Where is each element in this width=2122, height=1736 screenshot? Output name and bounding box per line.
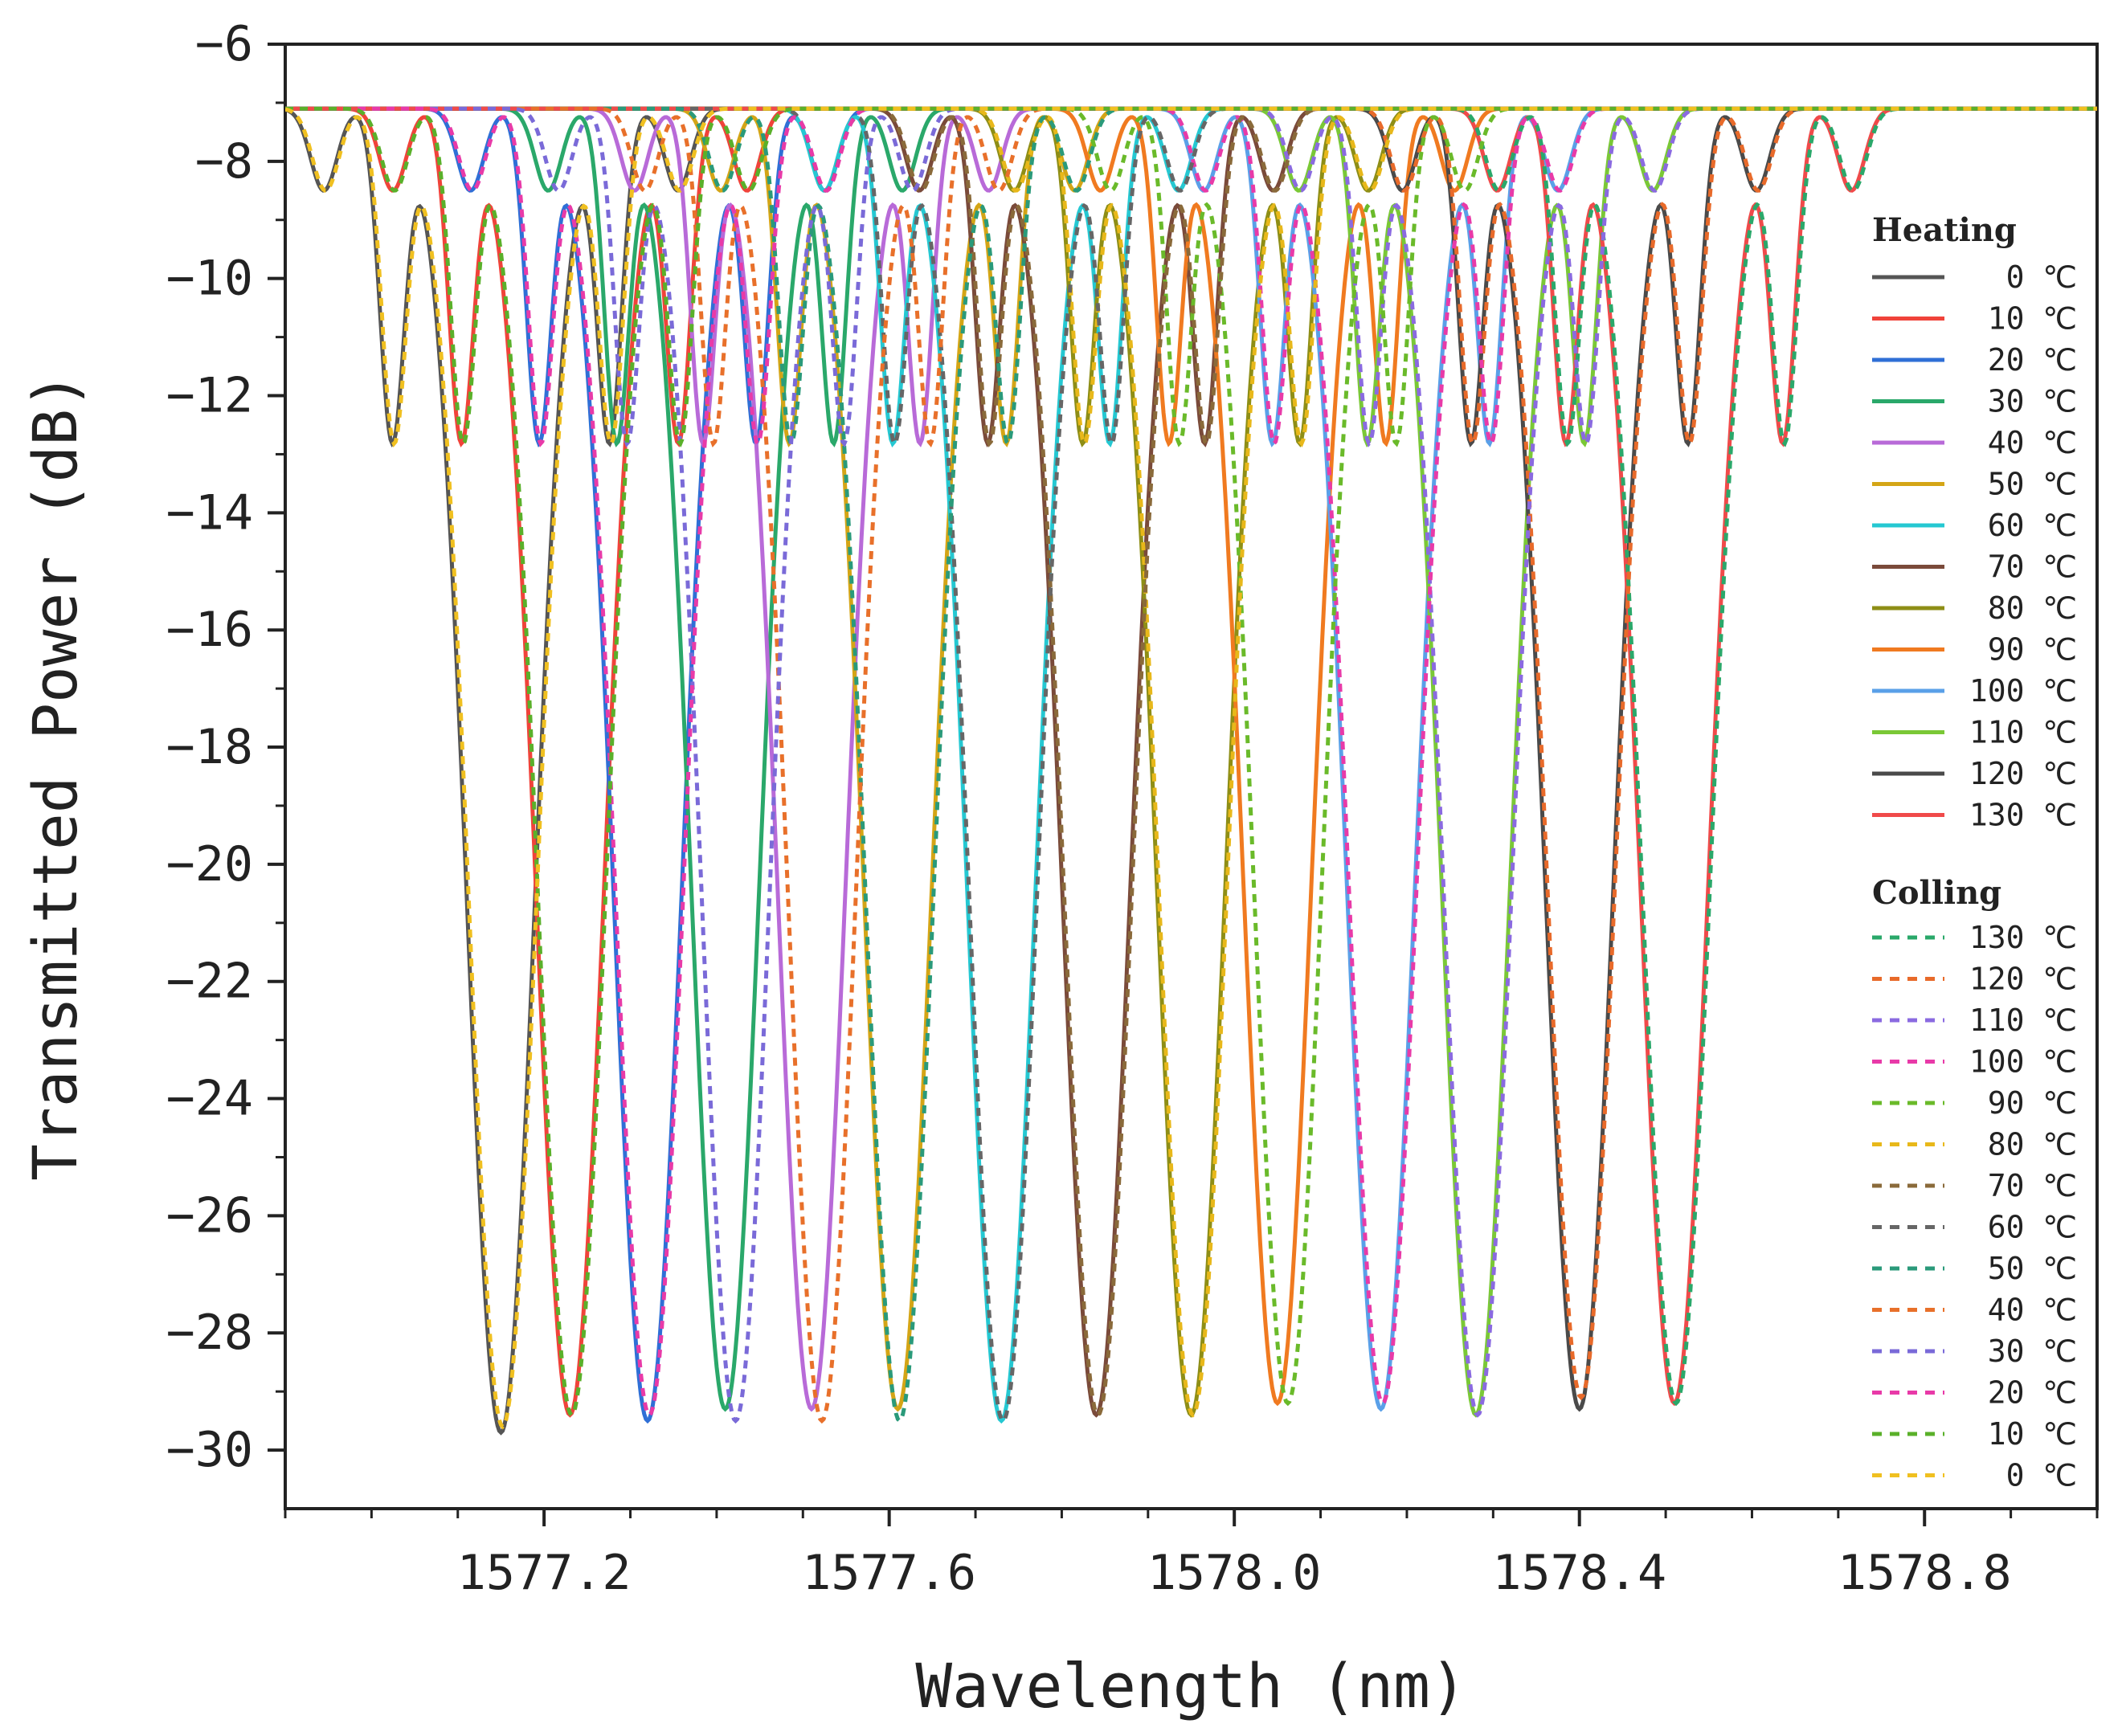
y-tick-label: −12 [166,368,253,424]
cooling-legend-label: 130 ℃ [1969,920,2077,955]
heating-legend-label: 20 ℃ [1988,342,2077,378]
cooling-series-line [285,106,2097,1418]
y-tick-label: −16 [166,602,253,658]
y-tick-label: −8 [195,133,253,190]
cooling-legend-label: 110 ℃ [1969,1003,2077,1038]
x-tick-label: 1578.8 [1838,1545,2012,1601]
heating-legend-label: 120 ℃ [1969,756,2077,791]
y-tick-label: −10 [166,251,253,307]
cooling-legend-label: 60 ℃ [1988,1210,2077,1245]
cooling-legend-label: 10 ℃ [1988,1416,2077,1452]
heating-legend-label: 130 ℃ [1969,798,2077,833]
y-tick-label: −18 [166,719,253,775]
heating-legend-label: 0 ℃ [2006,259,2077,295]
x-tick-label: 1578.4 [1492,1545,1666,1601]
legend: Heating Colling 0 ℃ 10 ℃ 20 ℃ 30 ℃ 40 ℃ 50 ℃ 6… [1872,211,2077,1493]
y-tick-label: −6 [195,16,253,72]
heating-legend-label: 30 ℃ [1988,384,2077,419]
cooling-legend-label: 50 ℃ [1988,1251,2077,1286]
legend-heating-title: Heating [1872,211,2017,249]
heating-legend-label: 90 ℃ [1988,632,2077,668]
heating-legend-label: 100 ℃ [1969,673,2077,709]
y-tick-label: −30 [166,1422,253,1478]
cooling-series-line [285,106,2097,1407]
y-tick-label: −24 [166,1071,253,1127]
cooling-series-line [285,106,2097,1424]
cooling-legend-label: 40 ℃ [1988,1293,2077,1328]
y-tick-label: −14 [166,484,253,541]
cooling-series-line [285,106,2097,1407]
x-tick-label: 1577.2 [457,1545,632,1601]
heating-legend-label: 40 ℃ [1988,425,2077,460]
heating-legend-label: 80 ℃ [1988,590,2077,626]
heating-legend-label: 50 ℃ [1988,467,2077,502]
cooling-legend-label: 20 ℃ [1988,1375,2077,1411]
y-tick-label: −20 [166,836,253,893]
y-tick-label: −28 [166,1305,253,1361]
axes-layer: −6 −8 −10 −12 −14 −16 −18 −20 −22 −24 −26 −28 −30 157… [166,16,2099,1601]
curves-layer [285,106,2097,1436]
cooling-legend-label: 120 ℃ [1969,962,2077,997]
heating-legend-label: 110 ℃ [1969,715,2077,750]
heating-legend-label: 70 ℃ [1988,549,2077,585]
cooling-legend-label: 90 ℃ [1988,1085,2077,1121]
y-axis-title: Transmitted Power (dB) [19,372,91,1181]
cooling-series-line [285,106,2097,1430]
cooling-series-line [285,106,2097,1418]
x-axis-title: Wavelength (nm) [915,1650,1466,1722]
cooling-legend-label: 70 ℃ [1988,1168,2077,1203]
cooling-legend-label: 30 ℃ [1988,1334,2077,1369]
y-tick-label: −26 [166,1187,253,1244]
heating-legend-label: 10 ℃ [1988,301,2077,337]
cooling-series-line [285,106,2097,1418]
cooling-series-line [285,106,2097,1424]
y-tick-label: −22 [166,954,253,1010]
x-tick-label: 1578.0 [1147,1545,1322,1601]
plot-frame [284,43,2099,1510]
cooling-legend-label: 100 ℃ [1969,1044,2077,1080]
heating-legend-label: 60 ℃ [1988,508,2077,543]
cooling-legend-label: 0 ℃ [2006,1458,2077,1493]
x-tick-label: 1577.6 [802,1545,976,1601]
cooling-legend-label: 80 ℃ [1988,1127,2077,1162]
legend-cooling-title: Colling [1872,874,2001,912]
